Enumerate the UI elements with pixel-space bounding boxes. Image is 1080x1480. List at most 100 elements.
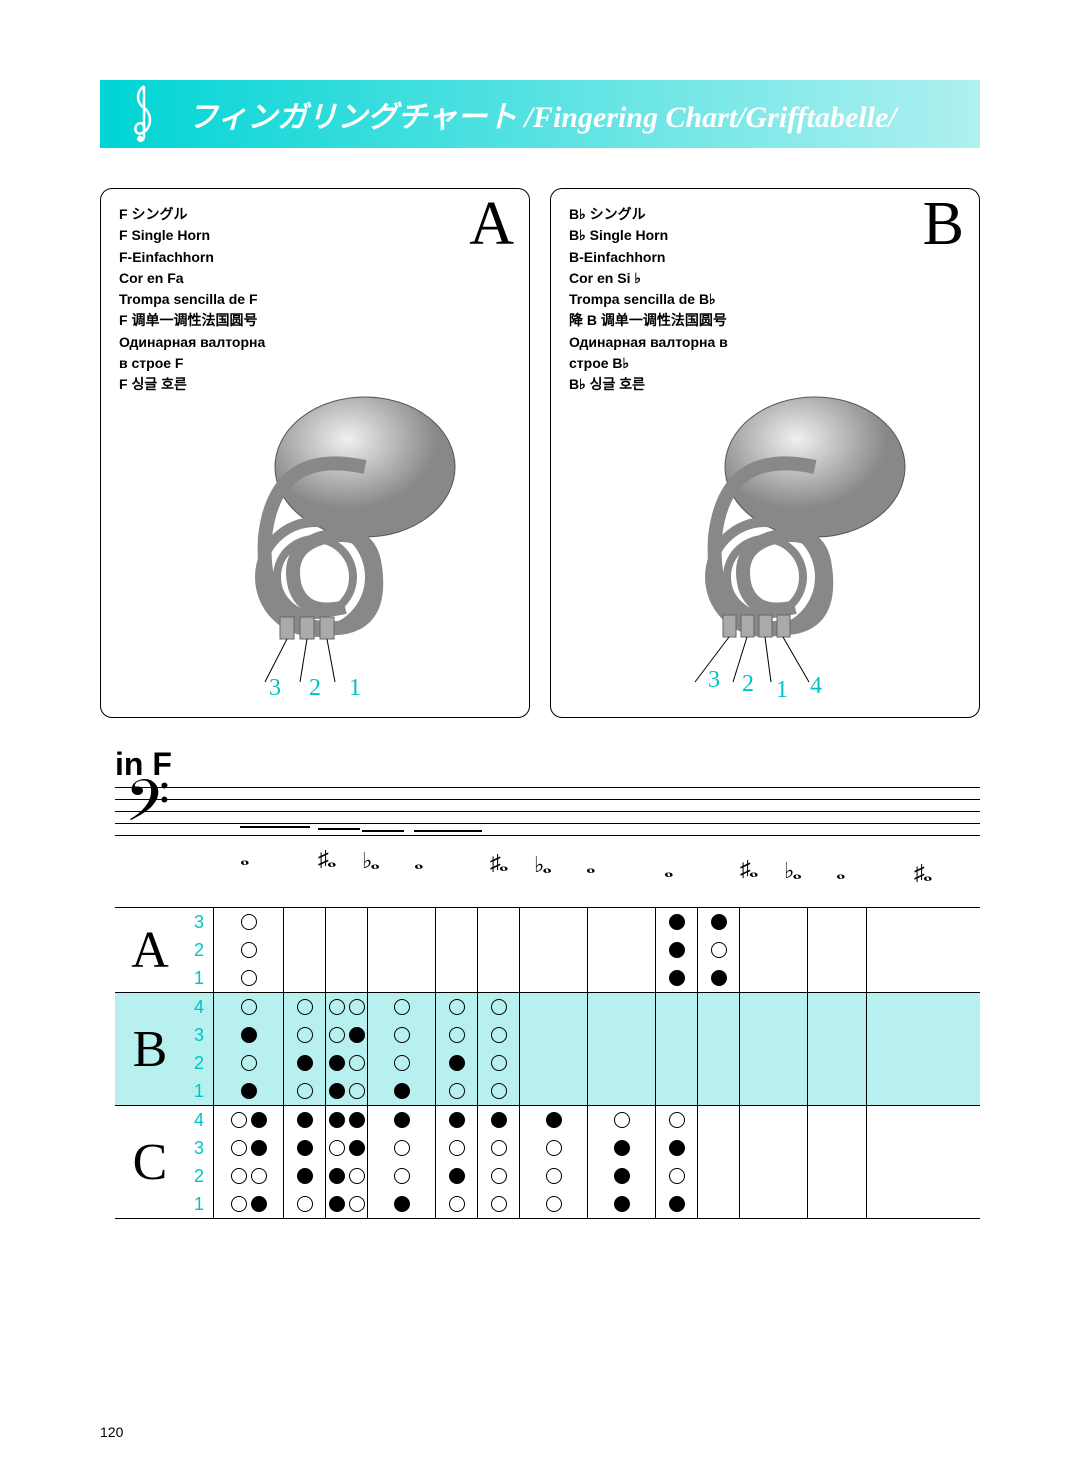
fingering-cell — [807, 993, 867, 1021]
fingering-cell — [325, 908, 367, 936]
bass-clef-icon: 𝄢 — [125, 782, 170, 838]
open-valve-icon — [449, 1027, 465, 1043]
panel-label: F 调单一调性法国圆号 — [119, 310, 511, 330]
fingering-cell — [697, 1049, 739, 1077]
fingering-cell — [325, 1049, 367, 1077]
fingering-cell — [283, 908, 325, 936]
pressed-valve-icon — [329, 1083, 345, 1099]
fingering-cell — [325, 1106, 367, 1134]
note: ♭𝅝 — [362, 834, 404, 874]
open-valve-icon — [241, 942, 257, 958]
note: ♯𝅝 — [914, 846, 974, 886]
fingering-row — [213, 1190, 980, 1218]
fingering-cell — [213, 1134, 283, 1162]
open-valve-icon — [669, 1112, 685, 1128]
open-valve-icon — [394, 1055, 410, 1071]
fingering-cell — [587, 936, 655, 964]
pressed-valve-icon — [614, 1196, 630, 1212]
pressed-valve-icon — [349, 1112, 365, 1128]
fingering-cell — [519, 1162, 587, 1190]
open-valve-icon — [349, 999, 365, 1015]
open-valve-icon — [491, 1083, 507, 1099]
pressed-valve-icon — [251, 1140, 267, 1156]
open-valve-icon — [297, 999, 313, 1015]
row-num: 1 — [185, 964, 213, 992]
fingering-cell — [739, 1106, 807, 1134]
fingering-section-A: A321 — [115, 907, 980, 992]
open-valve-icon — [449, 1083, 465, 1099]
fingering-cell — [587, 1190, 655, 1218]
fingering-cell — [655, 1134, 697, 1162]
fingering-row — [213, 908, 980, 936]
open-valve-icon — [394, 999, 410, 1015]
valve-2: 2 — [742, 671, 754, 698]
valve-1: 1 — [776, 677, 788, 704]
pressed-valve-icon — [241, 1027, 257, 1043]
fingering-cell — [213, 964, 283, 992]
open-valve-icon — [449, 1196, 465, 1212]
open-valve-icon — [449, 999, 465, 1015]
open-valve-icon — [297, 1083, 313, 1099]
treble-clef-icon — [120, 84, 168, 144]
pressed-valve-icon — [394, 1083, 410, 1099]
panel-label: 降 B 调单一调性法国圆号 — [569, 310, 961, 330]
fingering-cell — [435, 908, 477, 936]
open-valve-icon — [546, 1168, 562, 1184]
fingering-cell — [739, 964, 807, 992]
open-valve-icon — [251, 1168, 267, 1184]
panel-label: F-Einfachhorn — [119, 247, 511, 267]
fingering-cell — [477, 1106, 519, 1134]
pressed-valve-icon — [546, 1112, 562, 1128]
fingering-cell — [697, 1021, 739, 1049]
pressed-valve-icon — [251, 1112, 267, 1128]
note: ♯𝅝 — [318, 832, 360, 872]
fingering-cell — [325, 1077, 367, 1105]
staff-line — [115, 799, 980, 800]
panel-label: F Single Horn — [119, 225, 511, 245]
pressed-valve-icon — [349, 1027, 365, 1043]
fingering-cell — [477, 964, 519, 992]
fingering-cell — [435, 993, 477, 1021]
valve-labels-b: 3 2 1 4 — [615, 675, 915, 702]
note: ♯𝅝 — [740, 842, 782, 882]
fingering-cell — [697, 964, 739, 992]
panel-label: Одинарная валторна в — [569, 332, 961, 352]
open-valve-icon — [241, 1055, 257, 1071]
fingering-cell — [477, 1021, 519, 1049]
fingering-cell — [739, 908, 807, 936]
staff-line — [115, 823, 980, 824]
row-num: 3 — [185, 1134, 213, 1162]
fingering-cell — [739, 1077, 807, 1105]
fingering-row — [213, 1049, 980, 1077]
fingering-cell — [655, 1190, 697, 1218]
fingering-cell — [519, 936, 587, 964]
fingering-row — [213, 964, 980, 992]
fingering-cell — [477, 993, 519, 1021]
fingering-cell — [697, 1134, 739, 1162]
staff-line — [115, 835, 980, 836]
fingering-cell — [283, 936, 325, 964]
fingering-cell — [697, 993, 739, 1021]
open-valve-icon — [231, 1112, 247, 1128]
fingering-cell — [655, 1077, 697, 1105]
fingering-cell — [325, 1021, 367, 1049]
open-valve-icon — [711, 942, 727, 958]
fingering-cell — [587, 1106, 655, 1134]
row-num: 3 — [185, 908, 213, 936]
fingering-cell — [435, 1134, 477, 1162]
open-valve-icon — [241, 999, 257, 1015]
row-num: 4 — [185, 1106, 213, 1134]
fingering-cell — [325, 1190, 367, 1218]
fingering-cell — [807, 1021, 867, 1049]
fingering-cell — [283, 1106, 325, 1134]
open-valve-icon — [231, 1168, 247, 1184]
fingering-cell — [519, 1049, 587, 1077]
panel-label: Cor en Fa — [119, 268, 511, 288]
fingering-cell — [519, 1106, 587, 1134]
panel-label: Trompa sencilla de F — [119, 289, 511, 309]
open-valve-icon — [491, 1027, 507, 1043]
open-valve-icon — [329, 1027, 345, 1043]
fingering-cell — [807, 1134, 867, 1162]
open-valve-icon — [449, 1140, 465, 1156]
fingering-cell — [655, 964, 697, 992]
